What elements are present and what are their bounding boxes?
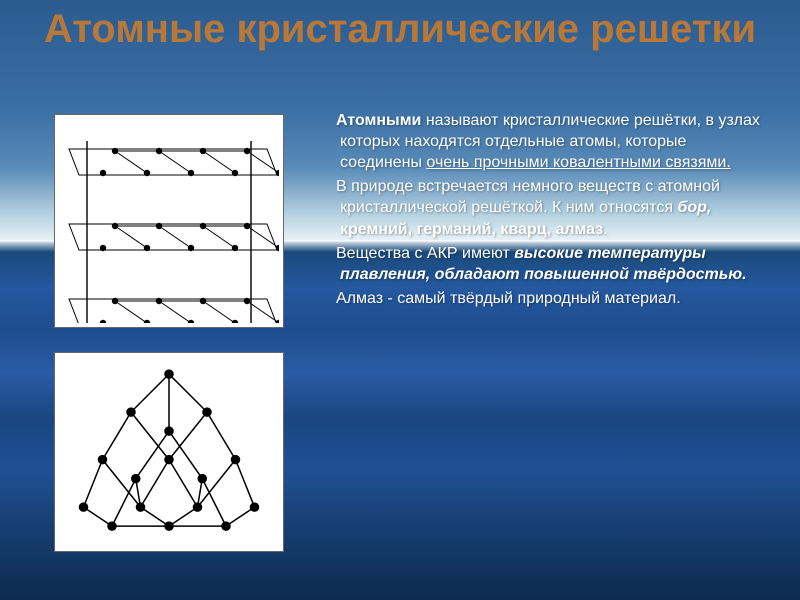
slide: Атомные кристаллические решетки Атомными… [0,0,800,600]
text-column: Атомными называют кристаллические решётк… [300,106,800,600]
bullet-item: Атомными называют кристаллические решётк… [306,110,760,173]
text-run: . [603,221,607,238]
bullet-item: В природе встречается немного веществ с … [306,176,760,239]
text-run: В природе встречается немного веществ с … [336,178,720,216]
figure-diamond-lattice [54,352,284,552]
text-run: бор, [677,199,711,216]
bullet-item: Вещества с АКР имеют высокие температуры… [306,243,760,285]
diamond-svg [59,357,279,547]
text-run: кремний, германий, кварц, алмаз [340,221,603,238]
slide-title: Атомные кристаллические решетки [0,0,800,50]
bullet-item: Алмаз - самый твёрдый природный материал… [306,288,760,309]
figure-column [0,106,300,600]
text-run: очень прочными ковалентными связями. [426,154,730,171]
text-run: Алмаз - самый твёрдый природный материал… [336,290,681,307]
graphite-svg [59,119,279,323]
text-run: Вещества с АКР имеют [336,245,514,262]
content-row: Атомными называют кристаллические решётк… [0,106,800,600]
text-run: Атомными [336,112,421,129]
figure-graphite-lattice [54,114,284,328]
bullet-list: Атомными называют кристаллические решётк… [306,110,760,309]
